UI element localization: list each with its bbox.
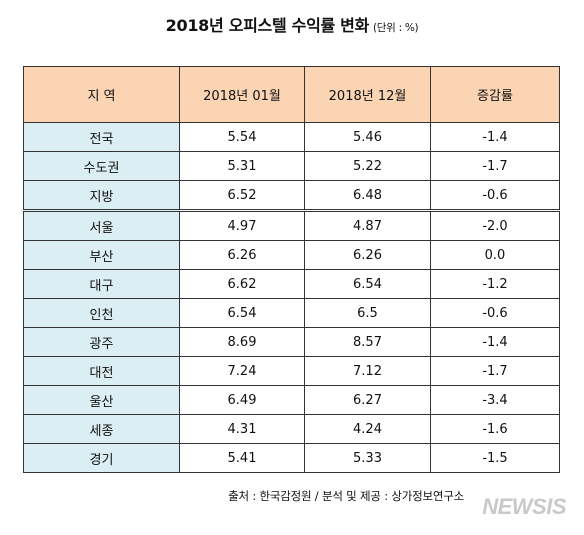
- jan-cell: 8.69: [179, 327, 305, 357]
- jan-cell: 6.62: [179, 269, 305, 299]
- change-cell: -2.0: [430, 209, 560, 241]
- jan-cell: 5.54: [179, 122, 305, 152]
- header-jan: 2018년 01월: [179, 66, 305, 123]
- unit-label: (단위 : %): [373, 22, 419, 34]
- region-cell: 서울: [23, 209, 180, 241]
- dec-cell: 8.57: [304, 327, 431, 357]
- table-row: 광주 8.69 8.57 -1.4: [23, 327, 560, 357]
- table-row: 대구 6.62 6.54 -1.2: [23, 269, 560, 299]
- region-cell: 세종: [23, 414, 180, 444]
- region-cell: 지방: [23, 180, 180, 211]
- newsis-watermark: NEWSIS: [482, 494, 566, 519]
- table-row: 수도권 5.31 5.22 -1.7: [23, 151, 560, 181]
- jan-cell: 6.26: [179, 240, 305, 270]
- region-cell: 대전: [23, 356, 180, 386]
- dec-cell: 5.33: [304, 443, 431, 473]
- change-cell: -1.7: [430, 356, 560, 386]
- table-row: 전국 5.54 5.46 -1.4: [23, 122, 560, 152]
- dec-cell: 5.46: [304, 122, 431, 152]
- page-title: 2018년 오피스텔 수익률 변화 (단위 : %): [0, 12, 584, 36]
- change-cell: -0.6: [430, 298, 560, 328]
- dec-cell: 4.87: [304, 209, 431, 241]
- table-row: 지방 6.52 6.48 -0.6: [23, 180, 560, 211]
- jan-cell: 5.41: [179, 443, 305, 473]
- yield-table: 지 역 2018년 01월 2018년 12월 증감률 전국 5.54 5.46…: [23, 66, 560, 473]
- region-cell: 부산: [23, 240, 180, 270]
- change-cell: -1.5: [430, 443, 560, 473]
- jan-cell: 6.49: [179, 385, 305, 415]
- header-dec: 2018년 12월: [304, 66, 431, 123]
- change-cell: 0.0: [430, 240, 560, 270]
- jan-cell: 7.24: [179, 356, 305, 386]
- title-text: 2018년 오피스텔 수익률 변화: [165, 16, 370, 35]
- region-cell: 인천: [23, 298, 180, 328]
- header-change: 증감률: [430, 66, 560, 123]
- dec-cell: 6.48: [304, 180, 431, 211]
- region-cell: 전국: [23, 122, 180, 152]
- dec-cell: 6.26: [304, 240, 431, 270]
- source-caption: 출처 : 한국감정원 / 분석 및 제공 : 상가정보연구소: [228, 489, 464, 503]
- region-cell: 수도권: [23, 151, 180, 181]
- table-row: 인천 6.54 6.5 -0.6: [23, 298, 560, 328]
- dec-cell: 5.22: [304, 151, 431, 181]
- table-row: 경기 5.41 5.33 -1.5: [23, 443, 560, 473]
- dec-cell: 6.54: [304, 269, 431, 299]
- jan-cell: 4.31: [179, 414, 305, 444]
- region-cell: 울산: [23, 385, 180, 415]
- change-cell: -1.7: [430, 151, 560, 181]
- header-row: 지 역 2018년 01월 2018년 12월 증감률: [23, 66, 560, 123]
- change-cell: -1.4: [430, 327, 560, 357]
- jan-cell: 5.31: [179, 151, 305, 181]
- region-cell: 대구: [23, 269, 180, 299]
- jan-cell: 4.97: [179, 209, 305, 241]
- dec-cell: 6.5: [304, 298, 431, 328]
- change-cell: -3.4: [430, 385, 560, 415]
- table-row: 세종 4.31 4.24 -1.6: [23, 414, 560, 444]
- table-row: 대전 7.24 7.12 -1.7: [23, 356, 560, 386]
- change-cell: -1.4: [430, 122, 560, 152]
- change-cell: -1.2: [430, 269, 560, 299]
- jan-cell: 6.54: [179, 298, 305, 328]
- header-region: 지 역: [23, 66, 180, 123]
- dec-cell: 6.27: [304, 385, 431, 415]
- table-row: 부산 6.26 6.26 0.0: [23, 240, 560, 270]
- change-cell: -0.6: [430, 180, 560, 211]
- region-cell: 경기: [23, 443, 180, 473]
- jan-cell: 6.52: [179, 180, 305, 211]
- change-cell: -1.6: [430, 414, 560, 444]
- region-cell: 광주: [23, 327, 180, 357]
- dec-cell: 4.24: [304, 414, 431, 444]
- dec-cell: 7.12: [304, 356, 431, 386]
- table-row: 울산 6.49 6.27 -3.4: [23, 385, 560, 415]
- table-row: 서울 4.97 4.87 -2.0: [23, 209, 560, 241]
